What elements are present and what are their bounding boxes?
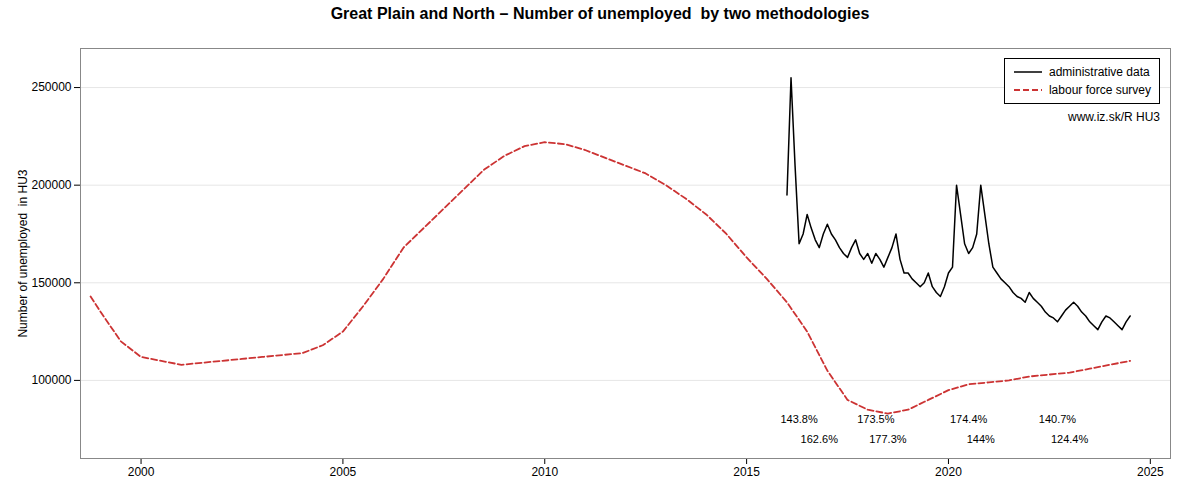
svg-text:144%: 144% — [967, 433, 995, 445]
svg-text:250000: 250000 — [31, 80, 71, 94]
svg-text:143.8%: 143.8% — [780, 413, 818, 425]
svg-text:140.7%: 140.7% — [1039, 413, 1077, 425]
svg-text:200000: 200000 — [31, 178, 71, 192]
svg-text:2005: 2005 — [330, 465, 357, 479]
html-text:administrative data: administrative data — [1049, 65, 1150, 79]
svg-text:2000: 2000 — [128, 465, 155, 479]
svg-text:150000: 150000 — [31, 276, 71, 290]
svg-text:2020: 2020 — [935, 465, 962, 479]
html-text:Great Plain and North – Number: Great Plain and North – Number of unempl… — [330, 5, 870, 22]
svg-text:2015: 2015 — [733, 465, 760, 479]
html-text:www.iz.sk/R HU3: www.iz.sk/R HU3 — [1068, 110, 1160, 124]
svg-text:162.6%: 162.6% — [801, 433, 839, 445]
svg-text:2010: 2010 — [531, 465, 558, 479]
svg-text:177.3%: 177.3% — [869, 433, 907, 445]
svg-text:2025: 2025 — [1137, 465, 1164, 479]
svg-text:100000: 100000 — [31, 373, 71, 387]
svg-text:124.4%: 124.4% — [1051, 433, 1089, 445]
svg-text:Number of unemployed in HU3: Number of unemployed in HU3 — [16, 169, 30, 337]
svg-text:173.5%: 173.5% — [857, 413, 895, 425]
html-text:labour force survey: labour force survey — [1049, 83, 1151, 97]
svg-text:174.4%: 174.4% — [950, 413, 988, 425]
